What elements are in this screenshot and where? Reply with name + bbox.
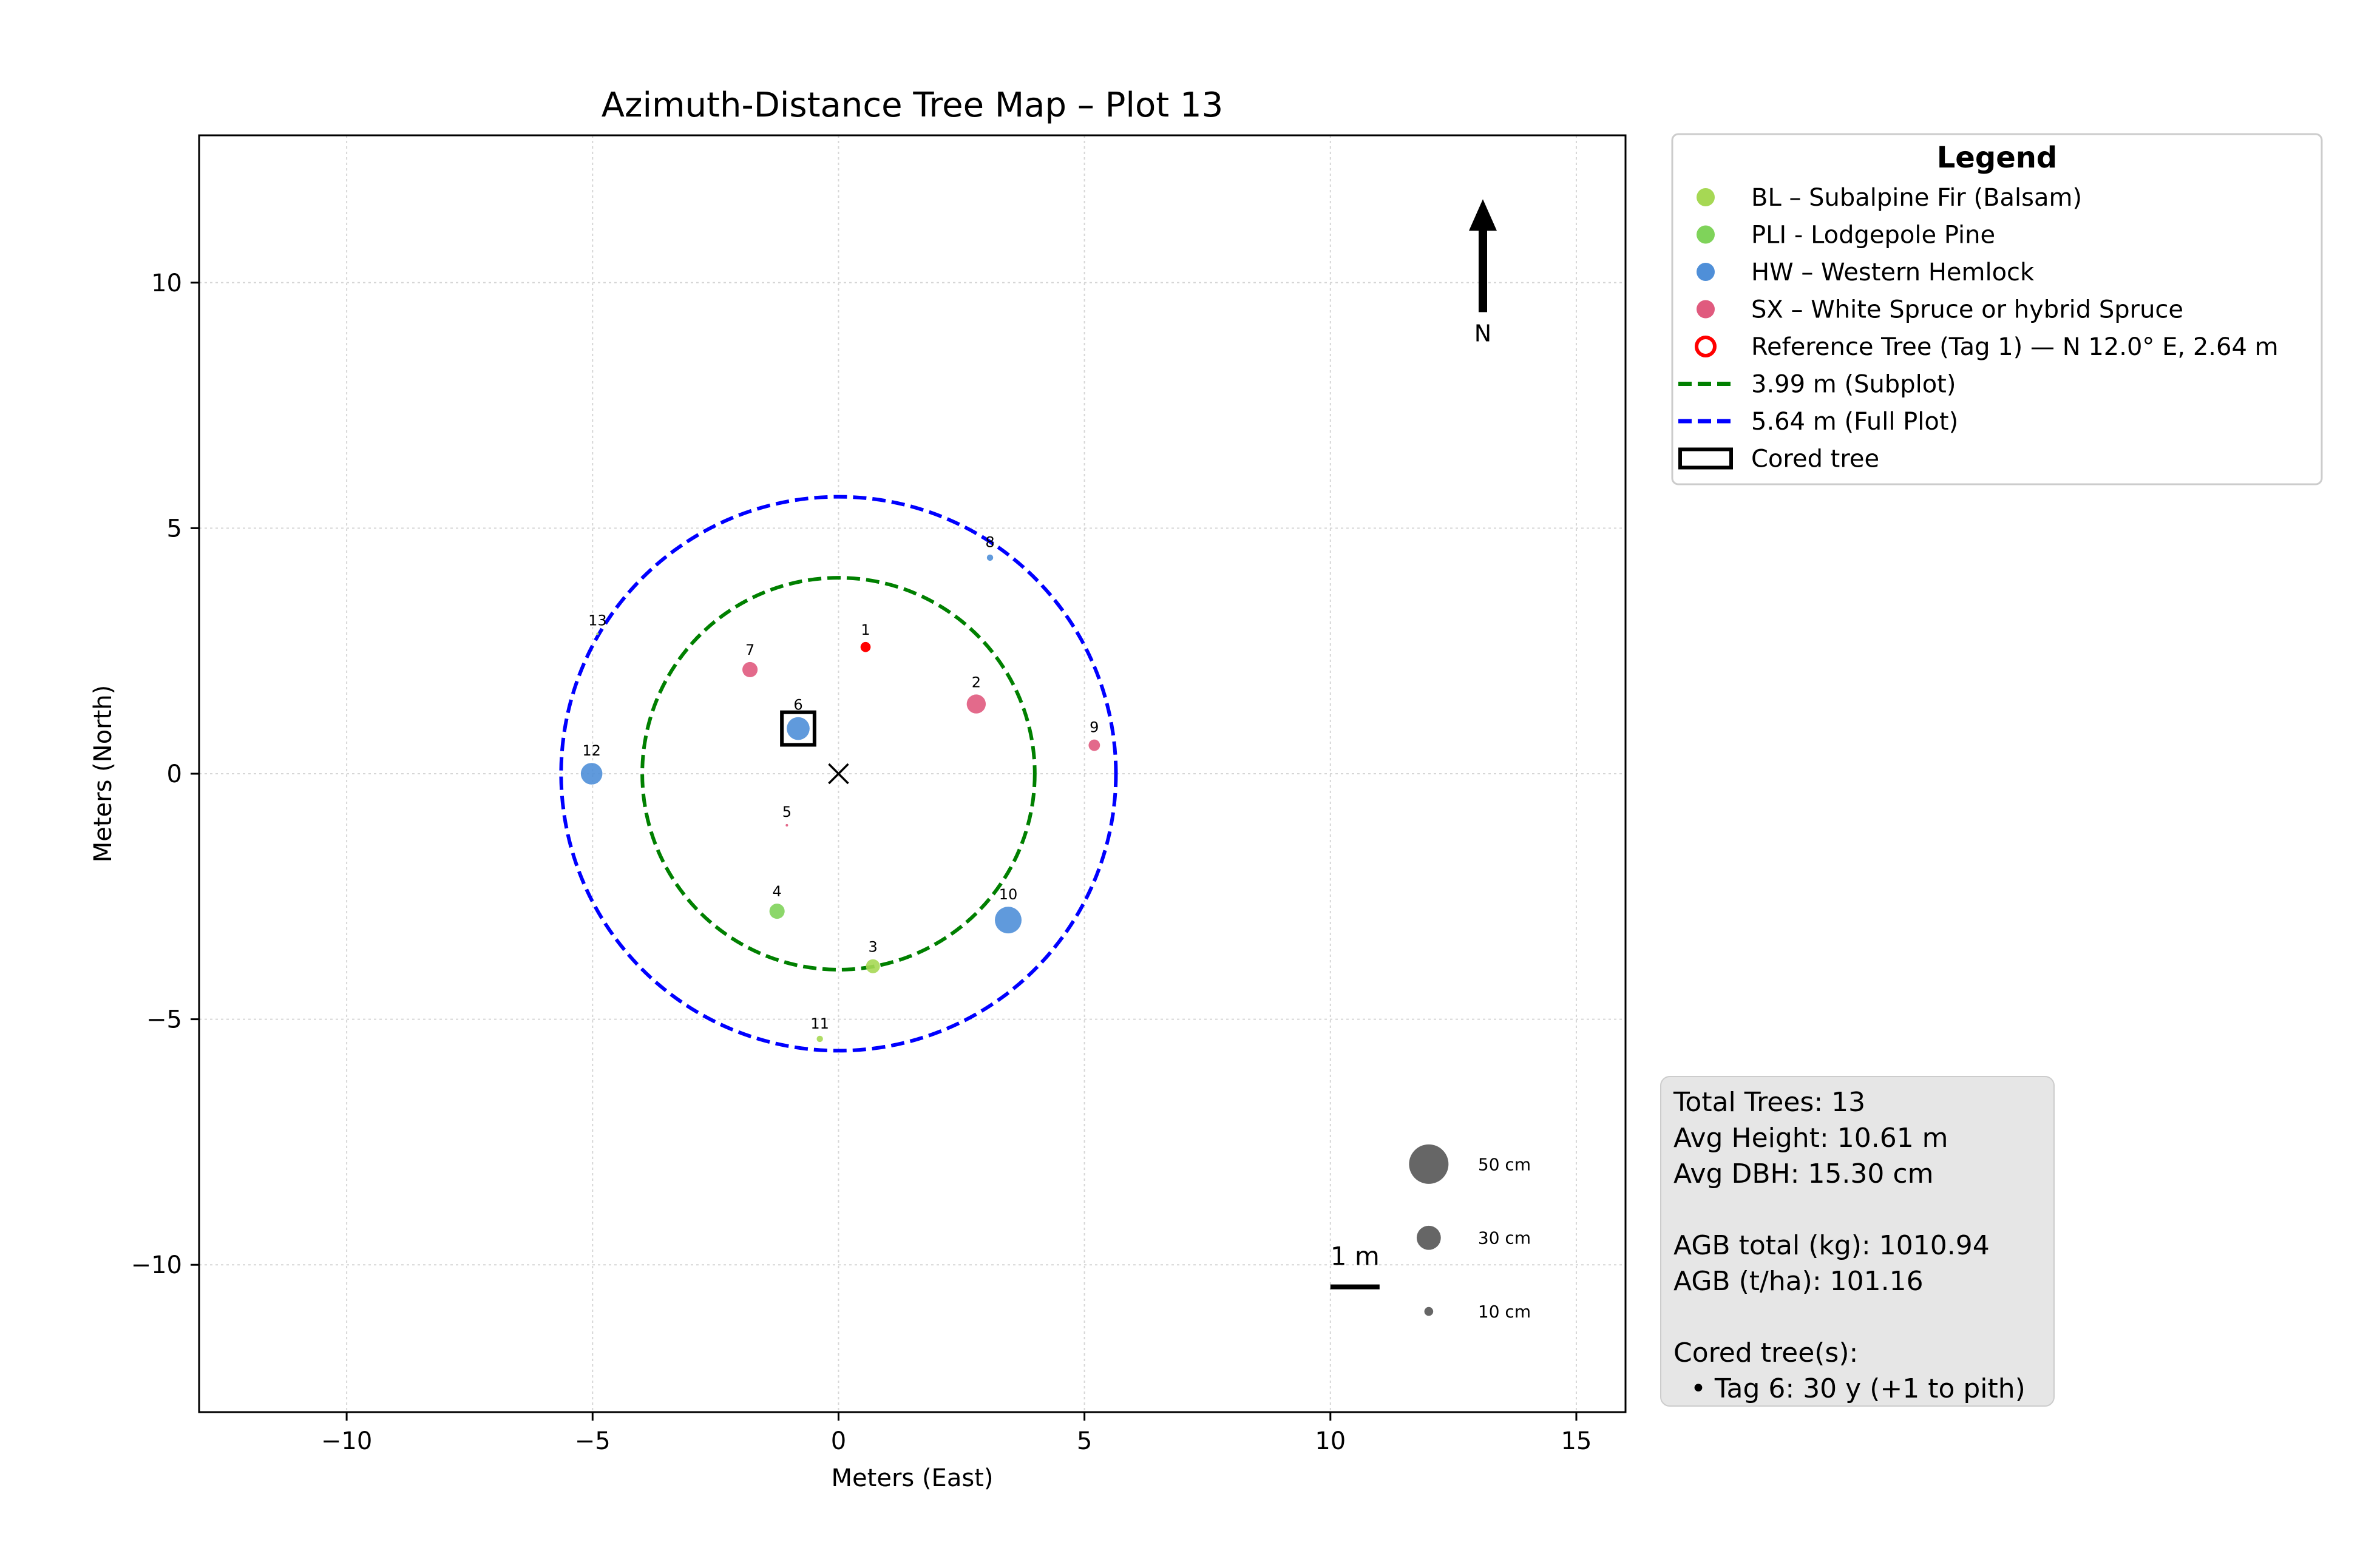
tree-tag-label: 9 — [1090, 719, 1099, 736]
legend-entries: BL – Subalpine Fir (Balsam) PLI - Lodgepo… — [1678, 184, 2279, 473]
tree-marker-8 — [986, 554, 994, 561]
tree-tag-label: 1 — [861, 621, 870, 638]
legend-swatch-dot — [1697, 188, 1715, 206]
tree-tag-label: 4 — [773, 883, 782, 900]
legend-swatch-dot — [1697, 300, 1715, 319]
north-arrow-label: N — [1474, 320, 1491, 347]
y-tick-label: −10 — [131, 1251, 182, 1279]
tree-tag-label: 6 — [793, 697, 802, 714]
tree-tag-label: 5 — [782, 803, 792, 820]
x-tick-label: −5 — [575, 1427, 611, 1455]
plot-radius-circle — [640, 576, 1037, 972]
y-tick-label: 5 — [167, 515, 182, 543]
cored-tree-square — [780, 710, 816, 747]
tree-tag-label: 13 — [588, 612, 607, 629]
legend-entry-label: SX – White Spruce or hybrid Spruce — [1751, 296, 2183, 324]
stats-spacer — [1673, 1299, 2041, 1335]
map-overlays: N 1 m 50 cm 30 cm 10 cm — [828, 199, 1531, 1322]
legend-entry-label: Cored tree — [1751, 445, 1879, 473]
avg-height: Avg Height: 10.61 m — [1673, 1123, 1948, 1154]
cored-trees-title: Cored tree(s): — [1673, 1337, 1859, 1368]
legend-entry-label: 3.99 m (Subplot) — [1751, 371, 1956, 399]
plot-center-marker — [828, 763, 849, 785]
y-tick-label: −5 — [146, 1006, 182, 1034]
plot-radius-circle — [559, 495, 1118, 1053]
size-legend-label: 30 cm — [1478, 1228, 1531, 1248]
x-tick-label: 0 — [831, 1427, 846, 1455]
legend-entry-label: 5.64 m (Full Plot) — [1751, 408, 1958, 436]
summary-stats-box: Total Trees: 13 Avg Height: 10.61 m Avg … — [1660, 1076, 2055, 1407]
chart-title: Azimuth-Distance Tree Map – Plot 13 — [602, 86, 1224, 125]
tree-marker-5 — [785, 823, 788, 827]
legend: Legend BL – Subalpine Fir (Balsam) PLI - … — [1671, 133, 2323, 485]
tree-tag-label: 11 — [810, 1015, 829, 1032]
cored-tree-item: • Tag 6: 30 y (+1 to pith) — [1673, 1373, 2026, 1404]
agb-per-hectare: AGB (t/ha): 101.16 — [1673, 1266, 1924, 1297]
tree-tag-label: 2 — [972, 674, 981, 691]
legend-frame — [1671, 133, 2323, 485]
tree-marker-10 — [995, 907, 1022, 934]
tree-tag-label: 7 — [745, 641, 754, 658]
size-legend-dot-30 — [1416, 1225, 1441, 1250]
tree-marker-11 — [816, 1035, 823, 1043]
plot-circles — [559, 495, 1118, 1053]
agb-total: AGB total (kg): 1010.94 — [1673, 1230, 1990, 1261]
size-legend-label: 50 cm — [1478, 1154, 1531, 1174]
total-trees: Total Trees: 13 — [1673, 1087, 1866, 1118]
tree-tag-label: 8 — [985, 534, 994, 551]
tree-marker-3 — [866, 959, 880, 973]
tree-tag-label: 10 — [999, 886, 1018, 903]
tree-marker-7 — [742, 661, 758, 677]
legend-title: Legend — [1937, 141, 2058, 175]
north-arrow-head — [1469, 199, 1497, 231]
x-tick-label: 15 — [1561, 1427, 1592, 1455]
tree-marker-1 — [860, 641, 871, 652]
y-tick-label: 10 — [151, 269, 182, 297]
size-legend-dot-10 — [1424, 1307, 1434, 1316]
tree-tag-label: 3 — [869, 939, 878, 956]
tree-marker-13 — [596, 632, 599, 635]
tree-marker-6 — [787, 717, 810, 740]
tree-marker-12 — [580, 763, 603, 785]
tree-marker-9 — [1088, 739, 1100, 751]
x-tick-label: 5 — [1077, 1427, 1092, 1455]
tree-marker-2 — [966, 694, 986, 714]
legend-entry-label: PLI - Lodgepole Pine — [1751, 221, 1995, 249]
grid-layer — [199, 135, 1626, 1412]
size-legend-label: 10 cm — [1478, 1302, 1531, 1322]
y-axis-label: Meters (North) — [89, 685, 117, 863]
scale-bar-label: 1 m — [1331, 1242, 1380, 1271]
tree-tag-label: 12 — [582, 742, 601, 759]
legend-swatch-dot — [1697, 225, 1715, 244]
tree-marker-4 — [769, 904, 785, 919]
x-tick-label: −10 — [321, 1427, 372, 1455]
legend-swatch-ring — [1695, 336, 1717, 357]
stats-spacer — [1673, 1192, 2041, 1228]
legend-entry-label: HW – Western Hemlock — [1751, 259, 2035, 286]
x-tick-label: 10 — [1315, 1427, 1346, 1455]
legend-swatch-square — [1678, 447, 1733, 470]
x-axis-label: Meters (East) — [832, 1464, 994, 1492]
avg-dbh: Avg DBH: 15.30 cm — [1673, 1158, 1934, 1189]
legend-entry-label: Reference Tree (Tag 1) — N 12.0° E, 2.64… — [1751, 333, 2279, 361]
y-tick-label: 0 — [167, 760, 182, 788]
legend-entry-label: BL – Subalpine Fir (Balsam) — [1751, 184, 2082, 212]
size-legend-dot-50 — [1409, 1144, 1449, 1184]
legend-swatch-dot — [1697, 263, 1715, 281]
